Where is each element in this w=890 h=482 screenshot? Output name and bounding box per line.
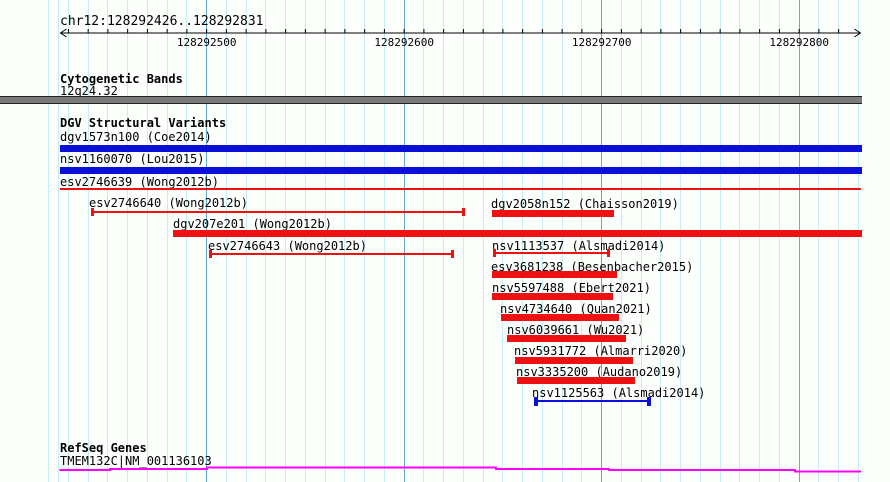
variant-label-dgv207e201[interactable]: dgv207e201 (Wong2012b): [173, 218, 332, 230]
gridline-minor: [483, 0, 484, 482]
region-title: chr12:128292426..128292831: [60, 15, 264, 28]
variant-line-esv2746639[interactable]: [60, 188, 862, 190]
variant-label-nsv5931772[interactable]: nsv5931772 (Almarri2020): [514, 345, 687, 357]
variant-label-dgv1573n100[interactable]: dgv1573n100 (Coe2014): [60, 131, 212, 143]
bracket-line: [493, 252, 611, 254]
gridline-minor: [58, 0, 59, 482]
gridline-minor: [463, 0, 464, 482]
variant-bracket-esv2746643[interactable]: [209, 250, 454, 258]
gridline-minor: [818, 0, 819, 482]
bracket-right-cap: [647, 397, 651, 406]
gridline-minor: [720, 0, 721, 482]
gridline-minor: [384, 0, 385, 482]
gridline-minor: [739, 0, 740, 482]
gridline-minor: [838, 0, 839, 482]
bracket-line: [209, 253, 454, 255]
variant-bracket-nsv1113537[interactable]: [493, 249, 611, 257]
gridline-major: [206, 0, 207, 482]
variant-label-esv2746639[interactable]: esv2746639 (Wong2012b): [60, 176, 219, 188]
ruler-left-arrow-icon: [61, 29, 67, 37]
variant-bar-esv3681238[interactable]: [492, 271, 617, 278]
gridline-major: [404, 0, 405, 482]
variant-bar-nsv5597488[interactable]: [492, 293, 613, 300]
gridline-minor: [443, 0, 444, 482]
bracket-line: [91, 211, 466, 213]
variant-bar-dgv207e201[interactable]: [173, 230, 862, 237]
bracket-right-cap: [462, 208, 465, 216]
genome-browser-view: 128292500128292600128292700128292800 chr…: [0, 0, 890, 482]
variant-bar-dgv1573n100[interactable]: [60, 145, 862, 152]
gridline-minor: [700, 0, 701, 482]
refseq-gene-label[interactable]: TMEM132C|NM_001136103: [60, 455, 212, 467]
bracket-left-cap: [493, 249, 496, 257]
variant-bracket-nsv1125563[interactable]: [534, 397, 651, 406]
bracket-line: [534, 400, 651, 402]
gridline-major: [799, 0, 800, 482]
variant-bar-nsv5931772[interactable]: [515, 357, 634, 364]
variant-bar-nsv3335200[interactable]: [517, 377, 635, 384]
gridline-minor: [759, 0, 760, 482]
variant-label-nsv1160070[interactable]: nsv1160070 (Lou2015): [60, 153, 205, 165]
variant-bar-nsv6039661[interactable]: [507, 335, 626, 342]
gridline-minor: [48, 0, 49, 482]
bracket-left-cap: [91, 208, 94, 216]
cytoband-bar: [0, 96, 862, 104]
variant-bracket-esv2746640[interactable]: [91, 208, 466, 216]
variant-bar-nsv4734640[interactable]: [501, 314, 620, 321]
bracket-right-cap: [607, 249, 610, 257]
bracket-left-cap: [209, 250, 212, 258]
track-header-refseq-genes: RefSeq Genes: [60, 442, 147, 454]
gridline-minor: [779, 0, 780, 482]
variant-bar-dgv2058n152[interactable]: [492, 210, 614, 217]
variant-bar-nsv1160070[interactable]: [60, 167, 862, 174]
gridline-minor: [858, 0, 859, 482]
variant-label-dgv2058n152[interactable]: dgv2058n152 (Chaisson2019): [491, 198, 679, 210]
gridline-minor: [186, 0, 187, 482]
gridline-minor: [680, 0, 681, 482]
bracket-right-cap: [451, 250, 454, 258]
track-header-dgv-structural-variants: DGV Structural Variants: [60, 117, 226, 129]
bracket-left-cap: [534, 397, 538, 406]
gridline-minor: [423, 0, 424, 482]
gene-intron-line: [60, 468, 862, 472]
